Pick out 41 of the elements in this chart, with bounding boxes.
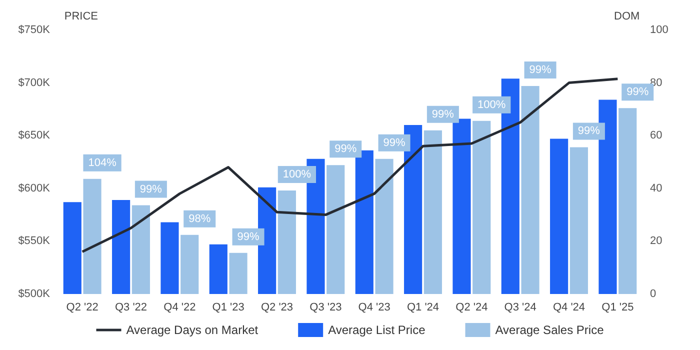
y-tick-label: $750K [18,24,51,36]
y-tick-label: $550K [18,235,51,248]
annotation: 99% [626,86,649,98]
x-tick-label: Q3 '22 [114,302,148,314]
y2-tick-label: 20 [650,235,662,248]
annotation: 99% [432,108,454,120]
x-tick-label: Q4 '24 [552,302,586,314]
y-tick-label: $600K [18,182,51,194]
x-tick-label: Q1 '24 [406,302,440,314]
y-axis-title: PRICE [64,10,98,22]
y2-axis-title: DOM [614,10,640,22]
x-tick-label: Q3 '23 [310,302,342,314]
y2-tick-label: 60 [650,130,662,142]
y-tick-label: $500K [18,288,51,300]
x-tick-label: Q4 '23 [358,302,390,314]
annotation: 99% [578,125,600,138]
annotation: 99% [529,64,552,76]
annotation: 99% [383,136,406,149]
legend-label: Average Days on Market [126,323,259,337]
annotation: 98% [188,212,211,225]
annotation: 100% [282,168,312,181]
x-tick-label: Q2 '24 [456,302,488,314]
x-tick-label: Q4 '22 [164,302,196,314]
annotation: 104% [88,156,117,169]
annotation: 99% [334,143,357,156]
annotation: 99% [237,230,260,243]
annotation: 99% [140,183,162,196]
y2-tick-label: 0 [650,288,656,300]
annotation: 100% [478,98,506,111]
legend-label: Average Sales Price [495,323,604,337]
x-tick-label: Q1 '23 [212,302,244,314]
line-series [81,78,619,254]
legend-label: Average List Price [328,323,426,337]
x-tick-label: Q2 '23 [260,302,294,314]
y-tick-label: $700K [18,76,51,89]
y2-tick-label: 40 [650,182,662,194]
y2-tick-label: 100 [650,24,668,36]
x-tick-label: Q3 '24 [504,302,536,314]
x-tick-label: Q2 '22 [66,302,98,314]
y-tick-label: $650K [18,130,51,142]
x-tick-label: Q1 '25 [602,302,634,314]
